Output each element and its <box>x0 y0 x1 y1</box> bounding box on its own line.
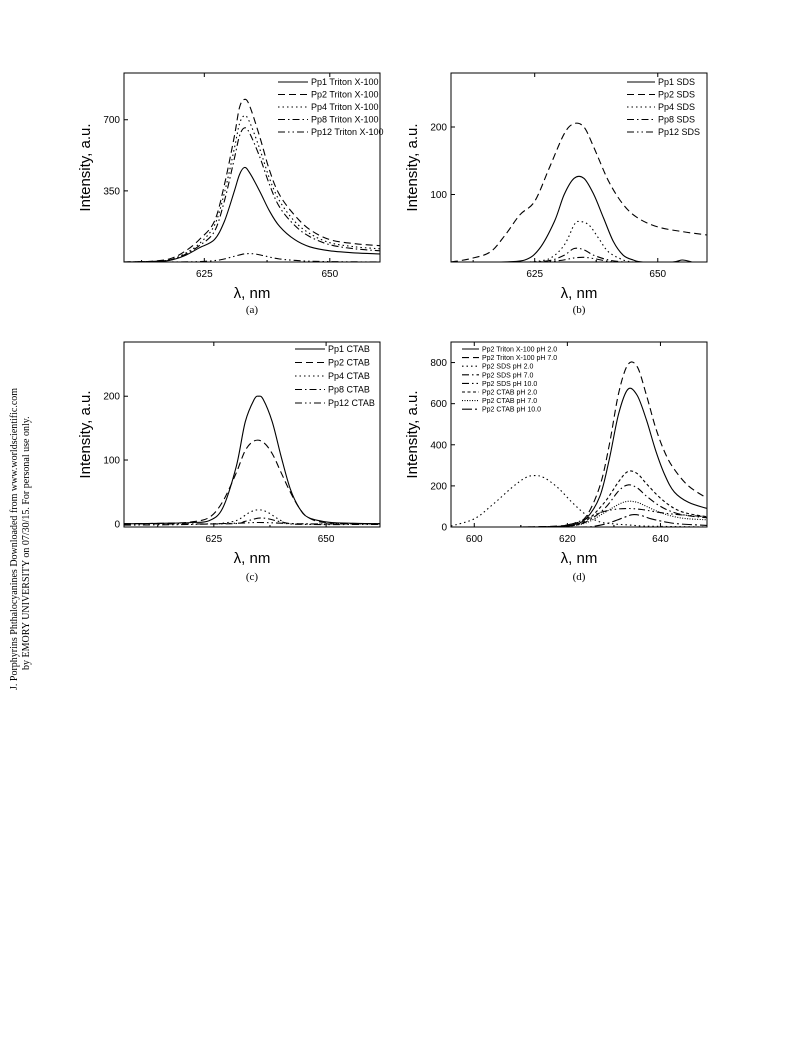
y-tick-label: 100 <box>103 456 120 467</box>
y-tick-label: 0 <box>441 523 447 534</box>
series-line-4 <box>451 484 707 527</box>
series-group <box>451 361 707 527</box>
x-tick-label: 600 <box>466 534 483 545</box>
legend-label: Pp2 SDS <box>658 90 695 100</box>
x-tick-label: 625 <box>196 269 213 280</box>
y-tick-label: 200 <box>103 392 120 403</box>
legend-label: Pp2 Triton X-100 pH 2.0 <box>482 346 557 353</box>
side-note-line2: by EMORY UNIVERSITY on 07/30/15. For per… <box>21 416 32 670</box>
x-tick-label: 620 <box>559 534 576 545</box>
legend: Pp1 CTAB Pp2 CTAB Pp4 CTAB Pp8 CTAB Pp12 CTA… <box>295 344 375 408</box>
series-group <box>451 122 707 262</box>
series-line-2 <box>451 122 707 262</box>
x-tick-label: 625 <box>205 534 222 545</box>
series-line-1 <box>124 166 380 262</box>
x-axis-label: λ, nm <box>234 285 271 302</box>
legend-label: Pp2 Triton X-100 <box>311 90 379 100</box>
x-tick-label: 650 <box>321 269 338 280</box>
legend-label: Pp1 SDS <box>658 77 695 87</box>
legend-label: Pp8 CTAB <box>328 385 370 395</box>
series-line-3 <box>451 475 707 527</box>
legend-label: Pp2 SDS pH 2.0 <box>482 364 533 371</box>
legend-label: Pp4 Triton X-100 <box>311 102 379 112</box>
y-tick-label: 200 <box>430 123 447 134</box>
side-note: J. Porphyrins Phthalocyanines Downloaded… <box>9 388 32 690</box>
y-axis-label: Intensity, a.u. <box>77 390 94 478</box>
legend-label: Pp8 SDS <box>658 115 695 125</box>
legend: Pp1 SDS Pp2 SDS Pp4 SDS Pp8 SDS Pp12 SDS <box>627 77 700 137</box>
series-line-8 <box>451 514 707 527</box>
x-axis-label: λ, nm <box>234 550 271 567</box>
x-axis-label: λ, nm <box>561 550 598 567</box>
series-line-1 <box>500 175 693 262</box>
series-line-1 <box>124 395 380 525</box>
legend-label: Pp2 SDS pH 7.0 <box>482 372 533 379</box>
legend-label: Pp4 CTAB <box>328 371 370 381</box>
y-tick-label: 0 <box>114 519 120 530</box>
legend-label: Pp12 Triton X-100 <box>311 127 384 137</box>
series-group <box>124 395 380 526</box>
legend-label: Pp1 Triton X-100 <box>311 77 379 87</box>
plot-frame <box>450 72 708 263</box>
series-line-2 <box>124 98 380 262</box>
chart-panel-4: 600 620 640 0 200 400 600 800 λ, nm Intensity, a.… <box>404 341 708 583</box>
chart-panel-1: 625 650 350 700 λ, nm Intensity, a.u. (a) Pp1 T… <box>77 72 384 316</box>
series-line-6 <box>451 470 707 527</box>
series-line-5 <box>124 521 380 526</box>
legend-label: Pp2 CTAB <box>328 358 370 368</box>
series-line-3 <box>529 220 634 262</box>
legend: Pp2 Triton X-100 pH 2.0 Pp2 Triton X-100 … <box>462 346 557 414</box>
panel-caption: (b) <box>573 304 586 316</box>
series-line-5 <box>539 256 619 262</box>
series-line-4 <box>529 247 624 262</box>
y-tick-label: 400 <box>430 440 447 451</box>
series-line-2 <box>124 439 380 525</box>
legend-label: Pp2 CTAB pH 2.0 <box>482 389 537 396</box>
series-line-4 <box>124 127 380 262</box>
y-tick-label: 700 <box>103 115 120 126</box>
series-line-7 <box>451 500 707 527</box>
legend-label: Pp2 SDS pH 10.0 <box>482 381 537 388</box>
legend-label: Pp2 CTAB pH 7.0 <box>482 398 537 405</box>
plot-frame <box>123 72 381 263</box>
legend-label: Pp12 SDS <box>658 127 700 137</box>
panel-caption: (a) <box>246 304 259 316</box>
x-tick-label: 625 <box>526 269 543 280</box>
legend-label: Pp2 CTAB pH 10.0 <box>482 407 541 414</box>
x-tick-label: 650 <box>318 534 335 545</box>
y-axis-label: Intensity, a.u. <box>404 123 421 211</box>
series-line-1 <box>451 387 707 527</box>
y-tick-label: 800 <box>430 358 447 369</box>
y-axis-label: Intensity, a.u. <box>404 390 421 478</box>
charts-group: 625 650 350 700 λ, nm Intensity, a.u. (a) Pp1 T… <box>77 72 708 583</box>
plot-frame <box>123 341 381 528</box>
side-note-line1: J. Porphyrins Phthalocyanines Downloaded… <box>9 388 20 690</box>
x-axis-label: λ, nm <box>561 285 598 302</box>
panel-caption: (d) <box>573 571 586 583</box>
legend-label: Pp1 CTAB <box>328 344 370 354</box>
chart-panel-3: 625 650 0 100 200 λ, nm Intensity, a.u. (c) Pp1 … <box>77 341 381 583</box>
y-tick-label: 200 <box>430 481 447 492</box>
y-axis-label: Intensity, a.u. <box>77 123 94 211</box>
legend-label: Pp4 SDS <box>658 102 695 112</box>
series-line-3 <box>124 115 380 262</box>
series-group <box>124 98 380 262</box>
x-tick-label: 640 <box>652 534 669 545</box>
y-tick-label: 100 <box>430 190 447 201</box>
y-tick-label: 350 <box>103 186 120 197</box>
legend: Pp1 Triton X-100 Pp2 Triton X-100 Pp4 Trit… <box>278 77 384 137</box>
legend-label: Pp8 Triton X-100 <box>311 115 379 125</box>
legend-label: Pp12 CTAB <box>328 398 375 408</box>
y-tick-label: 600 <box>430 399 447 410</box>
chart-panel-2: 625 650 100 200 λ, nm Intensity, a.u. (b) Pp1 S… <box>404 72 708 316</box>
legend-label: Pp2 Triton X-100 pH 7.0 <box>482 355 557 362</box>
panel-caption: (c) <box>246 571 259 583</box>
x-tick-label: 650 <box>649 269 666 280</box>
